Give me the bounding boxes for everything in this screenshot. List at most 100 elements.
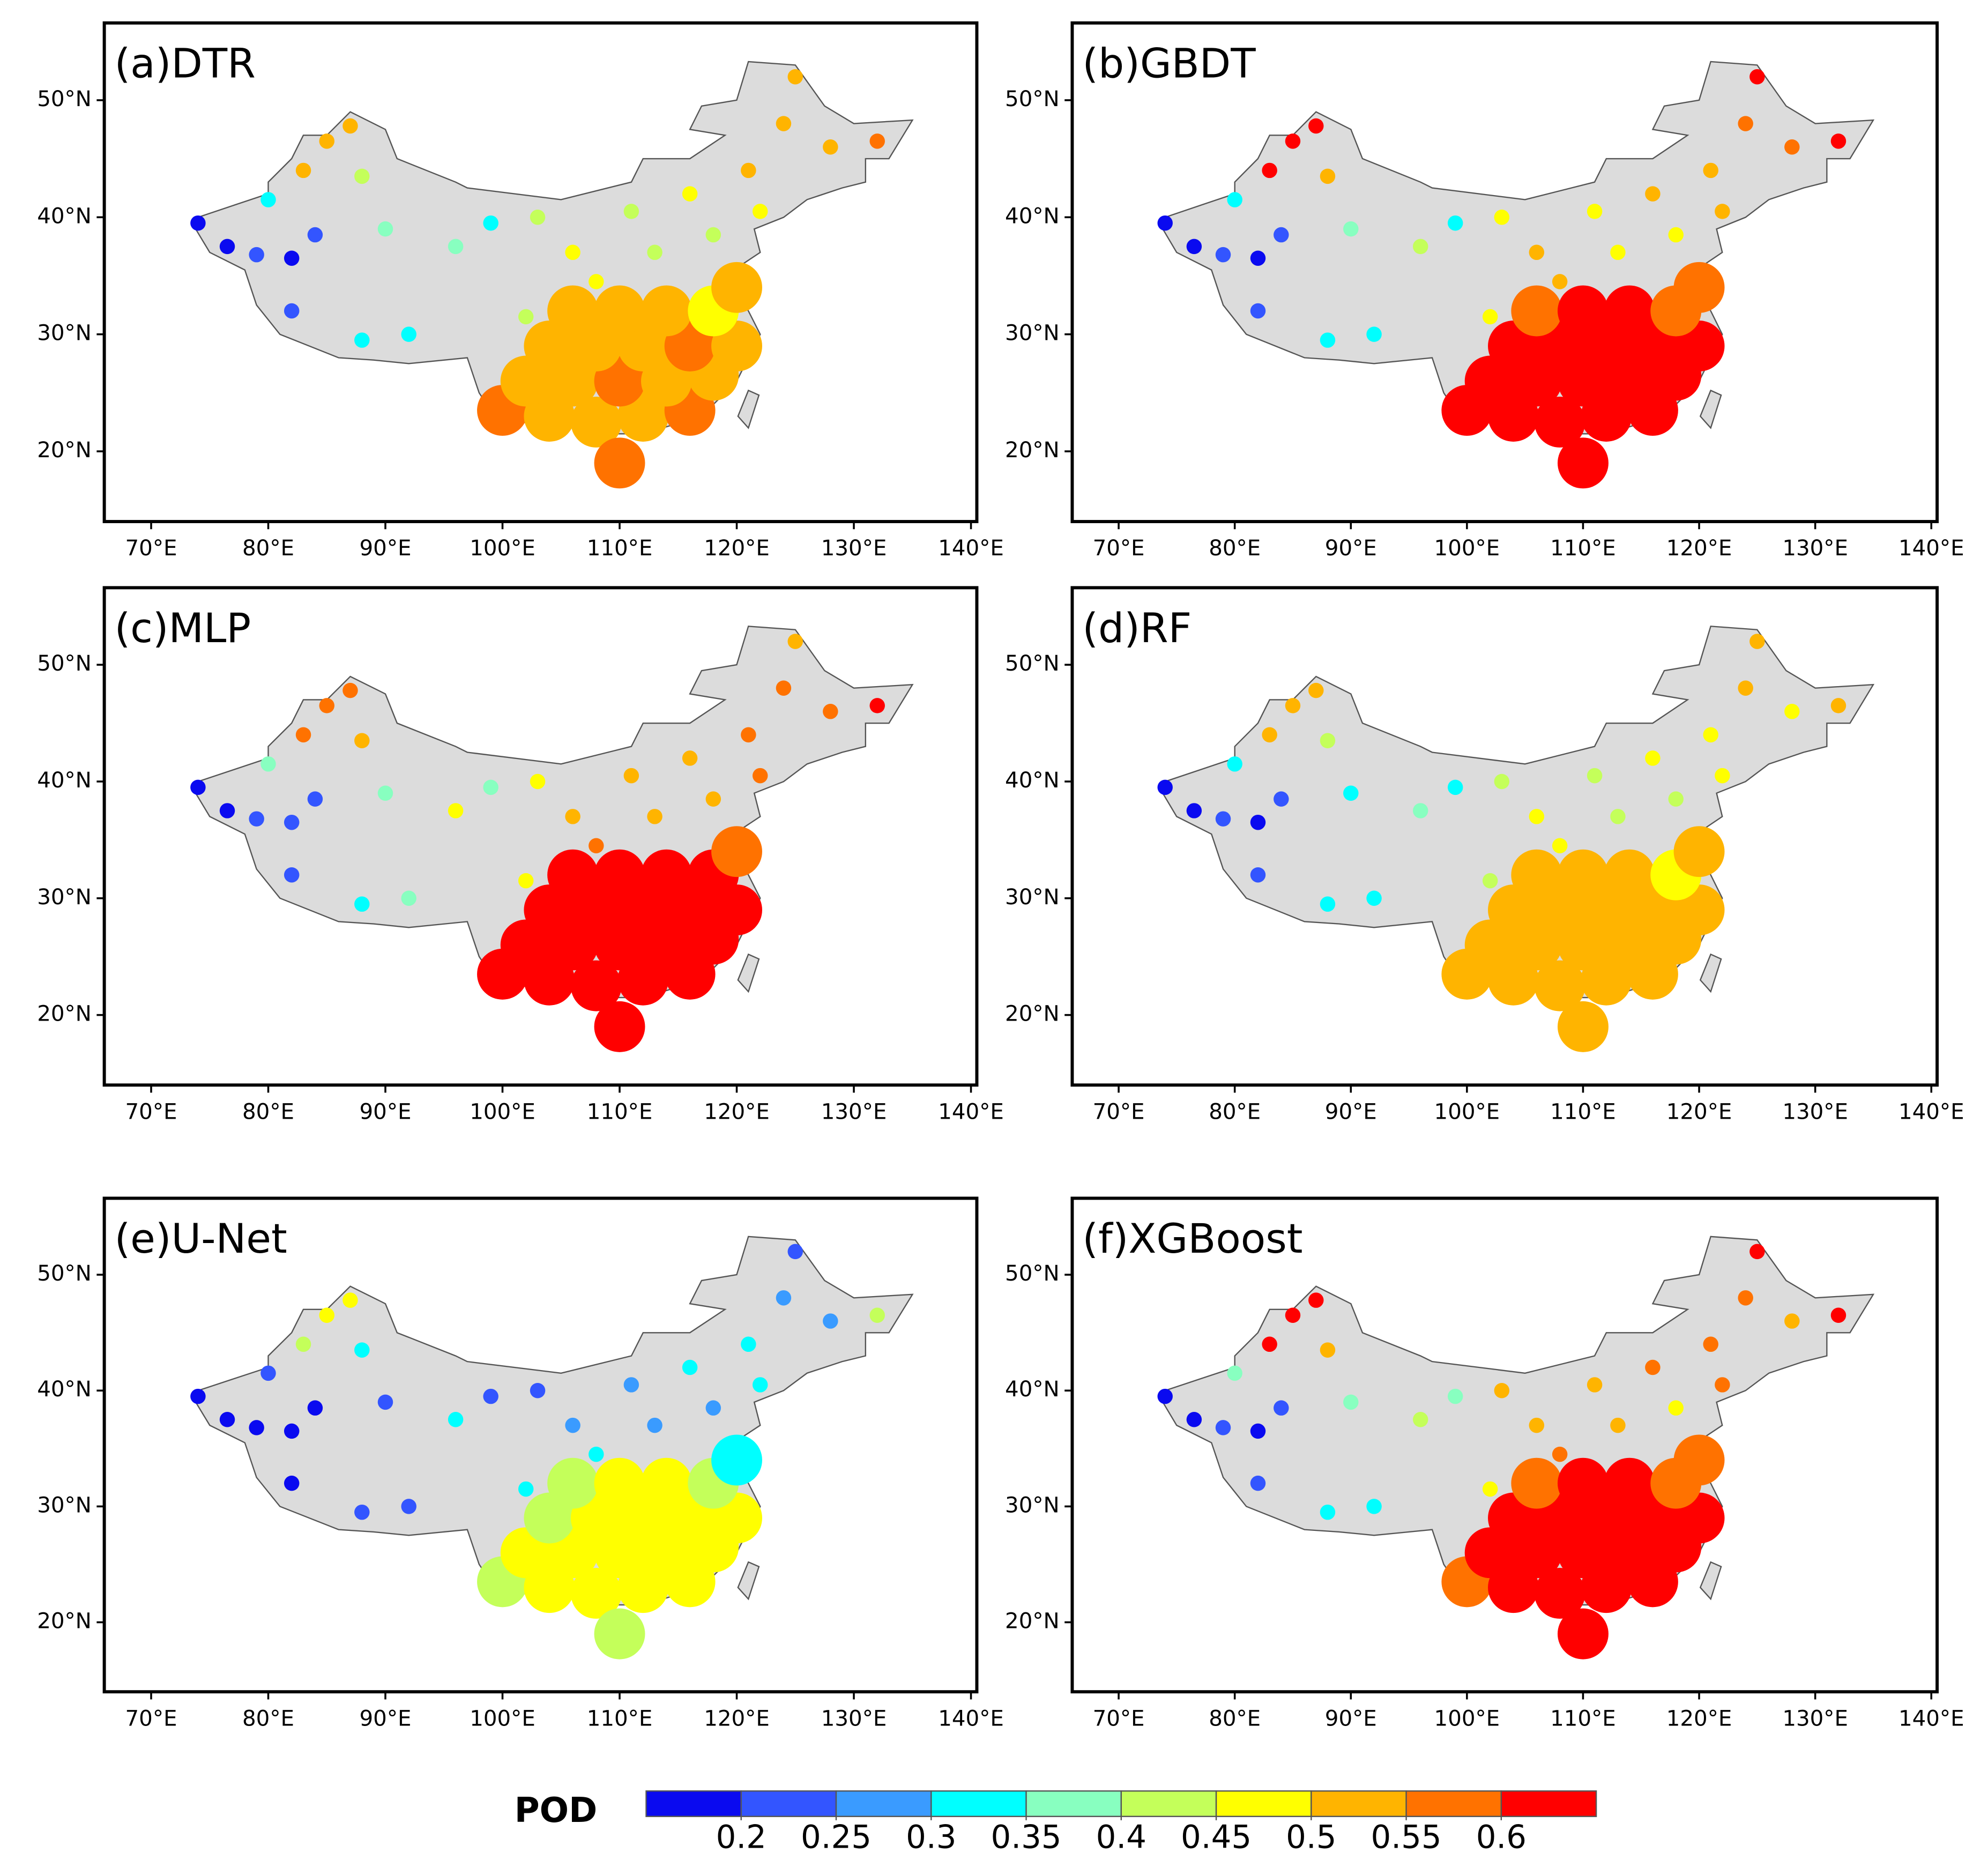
colorbar-tick-label: 0.3 [906, 1819, 956, 1856]
station-point [1645, 186, 1661, 202]
y-tick-label: 40°N [1005, 768, 1060, 793]
station-point [623, 204, 639, 219]
station-point [1343, 1394, 1359, 1410]
colorbar-swatch [1311, 1790, 1407, 1817]
station-point [1749, 69, 1765, 85]
x-tick-label: 100°E [470, 1706, 535, 1731]
station-point [705, 227, 721, 243]
station-point [787, 69, 803, 85]
station-point [354, 168, 370, 184]
x-tick-label: 130°E [821, 1706, 887, 1731]
colorbar-swatch [1215, 1790, 1312, 1817]
y-tick-label: 40°N [1005, 1377, 1060, 1402]
x-tick-label: 70°E [1093, 1099, 1145, 1124]
station-point [284, 250, 300, 266]
x-tick-label: 100°E [1434, 1706, 1500, 1731]
station-point [1186, 803, 1202, 819]
station-point [1830, 698, 1846, 713]
station-point [1262, 1336, 1277, 1352]
station-point [1529, 809, 1545, 824]
colorbar-tick-label: 0.25 [801, 1819, 872, 1856]
station-point [682, 1359, 698, 1375]
y-tick-label: 20°N [37, 1609, 92, 1634]
station-point [1552, 1446, 1568, 1462]
station-point [1412, 1412, 1428, 1427]
station-point [1320, 733, 1336, 748]
station-point [1738, 680, 1753, 696]
station-point [1558, 1608, 1609, 1660]
x-tick-label: 140°E [1898, 1706, 1964, 1731]
station-point [1285, 698, 1301, 713]
colorbar-label: POD [515, 1791, 598, 1831]
island-shape [737, 389, 760, 429]
station-point [594, 285, 645, 337]
x-tick-label: 110°E [587, 1099, 653, 1124]
x-tick-label: 70°E [125, 1706, 177, 1731]
station-point [1366, 326, 1382, 342]
y-tick-label: 50°N [37, 86, 92, 111]
station-point [711, 1434, 762, 1486]
station-point [823, 139, 838, 155]
station-point [1738, 1290, 1753, 1306]
station-point [1215, 1420, 1231, 1435]
station-point [1157, 215, 1173, 231]
colorbar-tick-label: 0.45 [1181, 1819, 1252, 1856]
station-point [705, 791, 721, 807]
station-point [1494, 1383, 1510, 1398]
station-point [682, 750, 698, 766]
station-point [530, 773, 546, 790]
station-point [647, 809, 662, 824]
y-tick-label: 40°N [37, 1377, 92, 1402]
x-tick-label: 110°E [1550, 1706, 1616, 1731]
station-point [518, 309, 534, 325]
y-tick-label: 20°N [1005, 1001, 1060, 1026]
colorbar-tick-label: 0.35 [991, 1819, 1061, 1856]
station-point [1447, 215, 1463, 231]
x-tick-label: 90°E [360, 1099, 412, 1124]
station-point [1482, 309, 1498, 325]
x-tick-label: 140°E [938, 1099, 1004, 1124]
x-tick-label: 70°E [125, 535, 177, 561]
station-point [1320, 332, 1336, 348]
station-point [1604, 849, 1655, 901]
station-point [1604, 1457, 1655, 1509]
station-point [307, 791, 323, 807]
x-tick-label: 90°E [1325, 1099, 1377, 1124]
colorbar-swatch [1500, 1790, 1597, 1817]
x-tick-label: 80°E [242, 1706, 294, 1731]
station-point [1558, 1001, 1609, 1052]
x-tick-label: 110°E [587, 1706, 653, 1731]
station-point [787, 1244, 803, 1260]
station-point [1366, 1499, 1382, 1514]
station-point [1604, 285, 1655, 337]
colorbar-swatch [835, 1790, 932, 1817]
station-point [1558, 437, 1609, 489]
station-point [1715, 1377, 1730, 1393]
station-point [711, 826, 762, 877]
station-point [594, 437, 645, 489]
station-point [594, 849, 645, 901]
station-point [1482, 873, 1498, 889]
x-tick-label: 80°E [1209, 1099, 1261, 1124]
station-point [1157, 1388, 1173, 1404]
panel-title: (b)GBDT [1082, 40, 1256, 87]
x-tick-label: 120°E [1666, 1706, 1732, 1731]
panel-frame [102, 586, 979, 1087]
station-point [869, 1307, 885, 1323]
y-tick-label: 30°N [37, 321, 92, 346]
station-point [1343, 785, 1359, 801]
station-point [1558, 849, 1609, 901]
station-point [377, 1394, 393, 1410]
station-point [307, 1400, 323, 1416]
station-point [377, 785, 393, 801]
station-point [530, 210, 546, 225]
x-tick-label: 130°E [1782, 1099, 1848, 1124]
island-shape [737, 953, 760, 993]
station-point [377, 221, 393, 237]
station-point [448, 1412, 464, 1427]
panel-title: (f)XGBoost [1082, 1215, 1302, 1262]
panel-title: (c)MLP [115, 605, 251, 652]
station-point [589, 274, 604, 289]
station-point [547, 285, 599, 337]
